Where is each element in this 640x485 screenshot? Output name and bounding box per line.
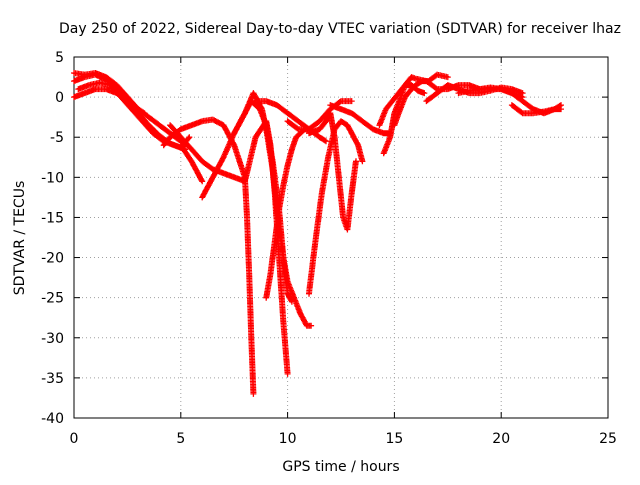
y-tick-label: -25 [41,291,64,307]
y-axis: 5 0 -5 -10 -15 -20 -25 -30 -35 -40 [41,50,608,427]
y-tick-label: 5 [55,50,64,66]
y-axis-label: SDTVAR / TECUs [12,181,28,296]
x-tick-label: 25 [599,431,617,447]
x-axis: 0 5 10 15 20 25 [70,57,617,447]
y-tick-label: -15 [41,210,64,226]
x-tick-label: 10 [279,431,297,447]
plot-frame [73,56,609,419]
data-series-arc-10 [263,126,312,301]
data-series-arc-12 [306,118,366,297]
data-series-arc-7 [177,142,206,185]
series-markers [327,102,394,137]
data-series-arc-18 [391,71,451,129]
series-markers [306,118,366,297]
y-tick-label: -20 [41,251,64,267]
series-markers [508,102,564,117]
chart-title: Day 250 of 2022, Sidereal Day-to-day VTE… [59,21,621,37]
y-tick-label: -10 [41,170,64,186]
y-tick-label: -5 [50,130,64,146]
data-series-arc-5 [160,116,257,397]
data-series-arc-21 [508,102,564,117]
series-markers [263,126,312,301]
x-axis-label: GPS time / hours [282,459,399,475]
series-markers [306,110,359,233]
series-markers [71,86,148,117]
series-markers [391,71,451,129]
data-series-arc-4 [71,86,148,117]
x-tick-label: 15 [385,431,403,447]
data-series-arc-15 [327,102,394,137]
data-series-arc-14 [306,110,359,233]
series-markers [177,142,206,185]
y-tick-label: 0 [55,90,64,106]
y-tick-label: -35 [41,371,64,387]
y-tick-label: -30 [41,331,64,347]
x-tick-label: 20 [492,431,510,447]
series-markers [160,116,257,397]
x-tick-label: 0 [70,431,79,447]
x-tick-label: 5 [176,431,185,447]
data-series [71,70,564,397]
y-tick-label: -40 [41,411,64,427]
